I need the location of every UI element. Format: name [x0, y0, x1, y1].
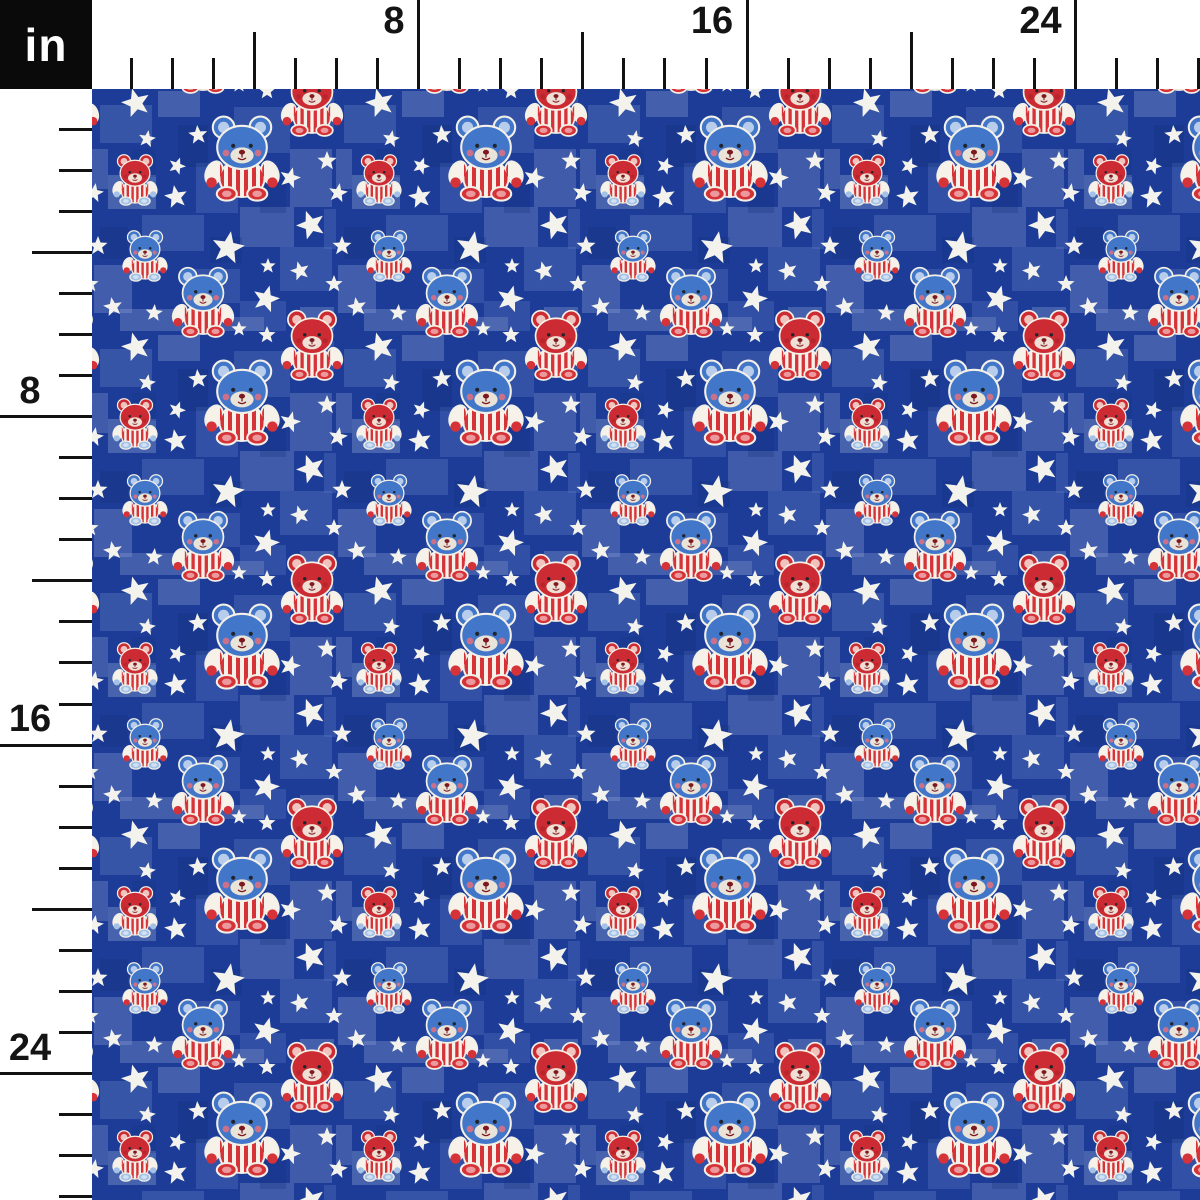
ruler-tick-left	[59, 661, 92, 665]
ruler-tick-top	[1033, 58, 1037, 89]
ruler-tick-top	[375, 58, 379, 89]
ruler-tick-top	[129, 58, 133, 89]
ruler-tick-left	[59, 209, 92, 213]
ruler-tick-top	[540, 58, 544, 89]
ruler-tick-top	[170, 58, 174, 89]
ruler-tick-top	[1115, 58, 1119, 89]
ruler-tick-left	[59, 620, 92, 624]
ruler-tick-left	[59, 1154, 92, 1158]
ruler-tick-top	[950, 58, 954, 89]
ruler-left-label-24: 24	[8, 1026, 52, 1069]
ruler-tick-top	[786, 58, 790, 89]
ruler-tick-top	[663, 58, 667, 89]
ruler-tick-left	[59, 784, 92, 788]
ruler-tick-left	[59, 127, 92, 131]
ruler-top-label-16: 16	[690, 0, 734, 42]
ruler-tick-top	[1156, 58, 1160, 89]
ruler-tick-top	[1074, 0, 1078, 89]
ruler-tick-left	[59, 456, 92, 460]
ruler-tick-left	[59, 866, 92, 870]
ruler-tick-top	[417, 0, 421, 89]
ruler-tick-top	[992, 58, 996, 89]
ruler-tick-left	[0, 415, 92, 419]
ruler-tick-left	[59, 373, 92, 377]
ruler-tick-left	[59, 538, 92, 542]
fabric-pattern	[92, 89, 1200, 1200]
ruler-tick-top	[458, 58, 462, 89]
unit-label: in	[24, 18, 68, 71]
unit-badge: in	[0, 0, 92, 89]
ruler-tick-top	[293, 58, 297, 89]
ruler-tick-top	[334, 58, 338, 89]
ruler-tick-top	[499, 58, 503, 89]
ruler-tick-left	[59, 168, 92, 172]
ruler-tick-top	[581, 32, 585, 89]
ruler-tick-top	[745, 0, 749, 89]
ruler-tick-top	[1197, 58, 1200, 89]
ruler-tick-top	[827, 58, 831, 89]
ruler-left-label-8: 8	[19, 369, 41, 412]
ruler-tick-left	[59, 825, 92, 829]
ruler-top: 8 16 24	[0, 0, 1200, 89]
ruler-top-label-24: 24	[1019, 0, 1062, 42]
ruler-tick-left	[0, 1072, 92, 1076]
ruler-tick-top	[211, 58, 215, 89]
ruler-tick-left	[59, 702, 92, 706]
ruler-tick-left	[32, 907, 92, 911]
ruler-left-label-16: 16	[8, 698, 52, 741]
ruler-tick-left	[59, 1113, 92, 1117]
ruler-tick-top	[868, 58, 872, 89]
ruler-tick-top	[622, 58, 626, 89]
ruler-tick-top	[252, 32, 256, 89]
ruler-tick-left	[32, 579, 92, 583]
ruler-tick-left	[0, 743, 92, 747]
ruler-tick-top	[704, 58, 708, 89]
ruler-tick-top	[909, 32, 913, 89]
ruler-tick-left	[59, 948, 92, 952]
ruler-tick-left	[59, 990, 92, 994]
ruler-tick-left	[59, 1031, 92, 1035]
ruler-tick-left	[32, 250, 92, 254]
ruler-top-label-8: 8	[383, 0, 405, 42]
ruler-left: 8 16 24	[0, 89, 92, 1200]
ruler-tick-left	[59, 1195, 92, 1199]
ruler-tick-left	[59, 291, 92, 295]
ruler-tick-left	[59, 497, 92, 501]
ruler-tick-left	[59, 332, 92, 336]
